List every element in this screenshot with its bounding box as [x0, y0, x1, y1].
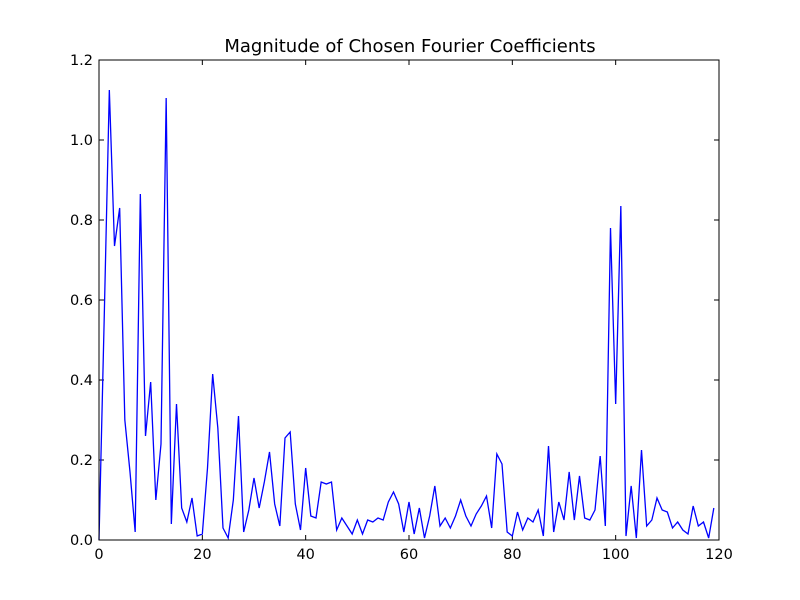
x-tick-label: 80 [503, 547, 521, 563]
y-tick-label: 1.0 [70, 133, 93, 149]
x-tick-label: 0 [94, 547, 103, 563]
plot-frame [98, 59, 720, 541]
x-tick-label: 20 [193, 547, 211, 563]
series-line [98, 89, 715, 541]
y-tick-label: 1.2 [70, 53, 93, 69]
x-tick-label: 40 [296, 547, 314, 563]
x-tick-label: 60 [400, 547, 418, 563]
y-tick-label: 0.6 [70, 293, 93, 309]
x-tick-label: 100 [602, 547, 630, 563]
y-tick-label: 0.4 [70, 373, 93, 389]
chart-title: Magnitude of Chosen Fourier Coefficients [224, 36, 595, 57]
y-tick-label: 0.0 [70, 533, 93, 549]
tick-labels: 0 20 40 60 80 100 120 0.0 0.2 0.4 0.6 0.8 1.0 1.2 [70, 53, 733, 563]
x-tick-label: 120 [705, 547, 733, 563]
y-tick-label: 0.2 [70, 453, 93, 469]
y-tick-label: 0.8 [70, 213, 93, 229]
